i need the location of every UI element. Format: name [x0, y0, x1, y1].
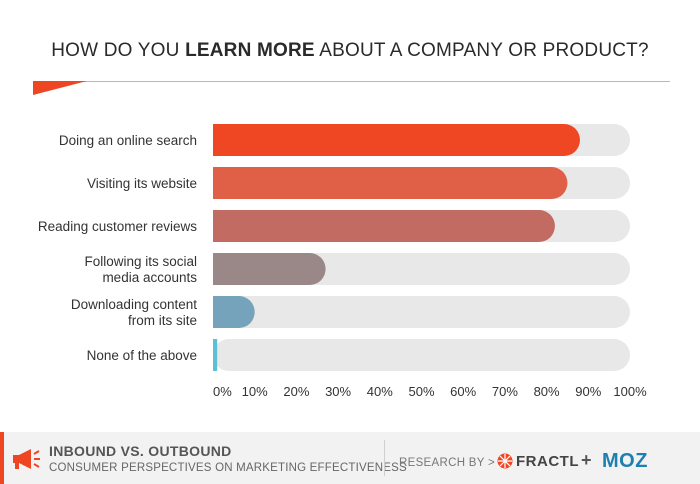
x-tick-label: 60%: [450, 384, 476, 399]
category-label: Following its social: [84, 254, 197, 269]
footer-subtitle: CONSUMER PERSPECTIVES ON MARKETING EFFEC…: [49, 462, 407, 474]
category-label: None of the above: [87, 348, 197, 363]
x-tick-label: 10%: [242, 384, 268, 399]
bar: [213, 167, 568, 199]
chart-title: HOW DO YOU LEARN MORE ABOUT A COMPANY OR…: [51, 40, 649, 61]
megaphone-icon: [13, 449, 40, 469]
bar-rows: Doing an online search Visiting its websi…: [38, 124, 630, 371]
moz-logo-text: MOZ: [602, 450, 648, 472]
bar-row: Doing an online search: [59, 124, 630, 156]
title-rule: [33, 81, 670, 82]
x-tick-label: 50%: [408, 384, 434, 399]
bar: [213, 253, 326, 285]
x-tick-label: 90%: [575, 384, 601, 399]
footer-divider: [384, 440, 385, 476]
fractl-logo-text: FRACTL: [516, 453, 579, 470]
bar: [213, 296, 255, 328]
bar-track: [213, 339, 630, 371]
x-tick-label: 80%: [534, 384, 560, 399]
bar-chart: Doing an online search Visiting its websi…: [38, 124, 647, 399]
category-label: media accounts: [102, 270, 197, 285]
bar: [213, 124, 580, 156]
category-label: Visiting its website: [87, 176, 197, 191]
bar-track: [213, 296, 630, 328]
category-label: Reading customer reviews: [38, 219, 197, 234]
footer-accent: [0, 432, 4, 484]
title-accent-triangle: [33, 81, 87, 95]
bar: [213, 339, 218, 371]
bar-row: Visiting its website: [87, 167, 630, 199]
x-axis-ticks: 0% 10% 20% 30% 40% 50% 60% 70% 80% 90% 100%: [213, 384, 647, 399]
x-tick-label: 20%: [283, 384, 309, 399]
plus-sign: +: [581, 450, 592, 470]
x-tick-label: 40%: [367, 384, 393, 399]
footer-bar: [0, 432, 700, 484]
x-tick-label: 0%: [213, 384, 232, 399]
fractl-logo-icon: [497, 453, 513, 469]
footer-title: INBOUND VS. OUTBOUND: [49, 443, 232, 459]
x-tick-label: 30%: [325, 384, 351, 399]
research-by-label: RESEARCH BY >: [399, 457, 496, 469]
x-tick-label: 70%: [492, 384, 518, 399]
category-label: Doing an online search: [59, 133, 197, 148]
bar-row: Reading customer reviews: [38, 210, 630, 242]
bar-row: None of the above: [87, 339, 630, 371]
bar: [213, 210, 555, 242]
category-label: from its site: [128, 313, 197, 328]
x-tick-label: 100%: [613, 384, 647, 399]
category-label: Downloading content: [71, 297, 197, 312]
